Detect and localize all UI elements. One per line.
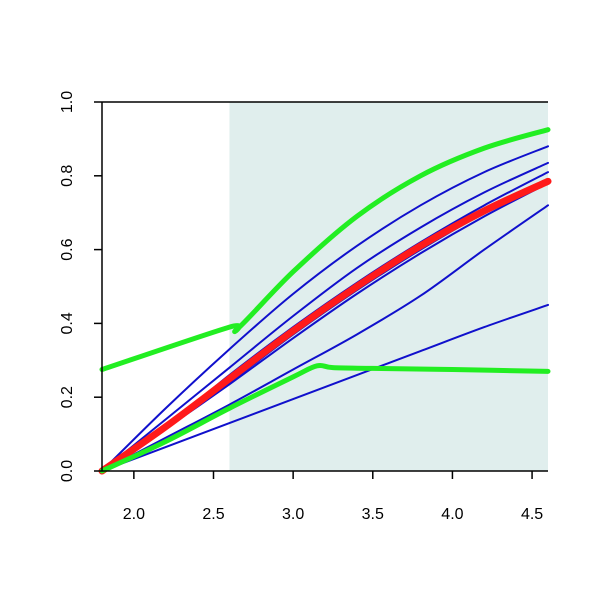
x-tick-label: 4.5: [521, 506, 543, 523]
series-line-blue-0: [101, 303, 549, 472]
y-tick-label: 0.4: [59, 312, 76, 334]
series-line-blue-4: [101, 145, 549, 472]
x-tick-label: 3.5: [362, 506, 384, 523]
y-tick-label: 0.2: [59, 386, 76, 408]
series-line-blue-3: [101, 161, 549, 472]
x-tick-label: 3.0: [282, 506, 304, 523]
y-tick-label: 0.8: [59, 165, 76, 187]
axes-group: [101, 101, 548, 472]
series-line-blue-1: [101, 204, 549, 472]
y-axis-ticks: 0.0 0.2 0.4 0.6 0.8 1.0: [59, 91, 102, 482]
shaded-region: [229, 102, 548, 471]
y-tick-label: 0.0: [59, 460, 76, 482]
y-tick-label: 0.6: [59, 238, 76, 260]
x-axis-ticks: 2.0 2.5 3.0 3.5 4.0 4.5: [123, 471, 543, 523]
y-tick-label: 1.0: [59, 91, 76, 113]
series-line-green-8: [99, 127, 551, 373]
x-tick-label: 2.0: [123, 506, 145, 523]
series-line-red-7: [98, 177, 552, 475]
series-line-green-9: [99, 362, 551, 474]
x-tick-label: 4.0: [441, 506, 463, 523]
series-group: [98, 127, 552, 475]
x-tick-label: 2.5: [202, 506, 224, 523]
